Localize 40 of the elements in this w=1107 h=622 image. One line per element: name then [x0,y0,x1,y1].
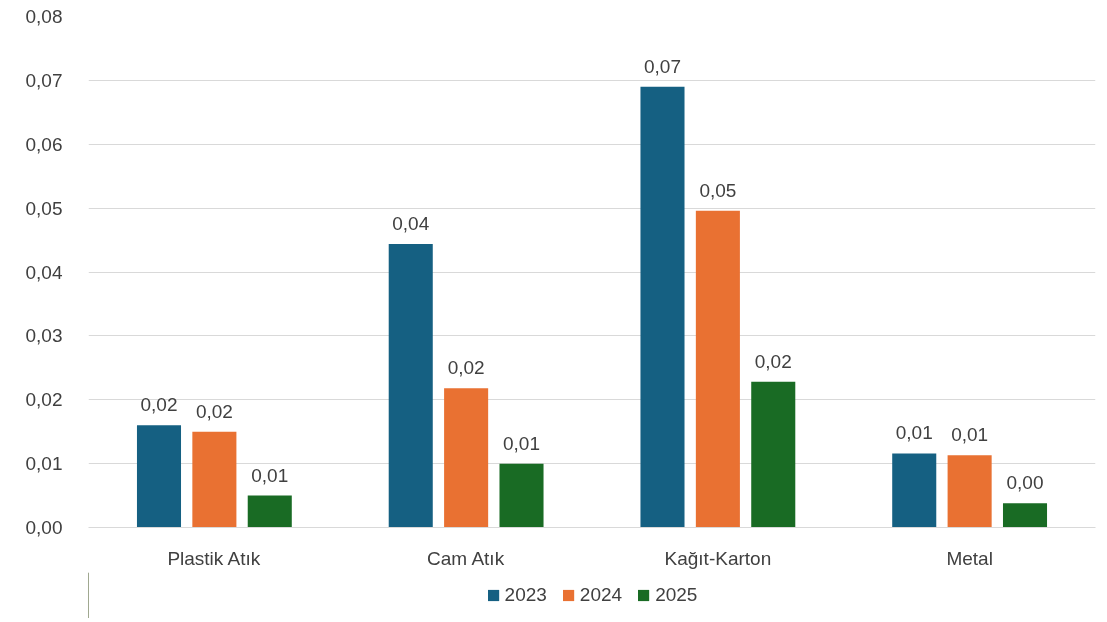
y-tick-label: 0,07 [25,69,63,91]
x-tick-label: Kağıt-Karton [664,547,772,569]
data-label: 0,02 [195,400,233,422]
legend-label: 2023 [504,584,547,606]
x-tick-label: Cam Atık [427,547,505,569]
bar [1002,503,1048,528]
data-label: 0,07 [644,55,681,77]
bar [444,388,489,528]
data-label: 0,05 [699,179,737,201]
y-tick-label: 0,02 [25,389,63,411]
bar [192,431,237,528]
x-tick-label: Plastik Atık [167,547,261,569]
data-label: 0,01 [951,424,989,446]
bar [499,463,544,528]
data-label: 0,02 [447,357,485,379]
bar [947,455,992,528]
data-label: 0,00 [1006,472,1044,494]
y-tick-label: 0,03 [25,325,63,347]
data-label: 0,01 [503,432,540,454]
data-label: 0,04 [392,212,430,234]
data-label: 0,02 [140,394,178,416]
legend-label: 2025 [655,584,698,606]
bar [695,210,740,528]
bar [751,381,796,528]
y-tick-label: 0,04 [25,261,63,283]
data-label: 0,01 [251,464,289,486]
y-tick-label: 0,08 [25,6,63,27]
bar [388,243,433,528]
legend-label: 2024 [579,584,623,606]
y-tick-label: 0,01 [25,453,63,475]
bar [892,453,937,528]
y-tick-label: 0,00 [25,517,63,538]
bar [640,86,685,528]
x-tick-label: Metal [946,547,993,569]
bar [136,425,182,528]
data-label: 0,02 [754,350,792,372]
bar [247,495,292,528]
y-tick-label: 0,05 [25,197,63,219]
data-label: 0,01 [895,422,933,444]
y-tick-label: 0,06 [25,133,63,155]
